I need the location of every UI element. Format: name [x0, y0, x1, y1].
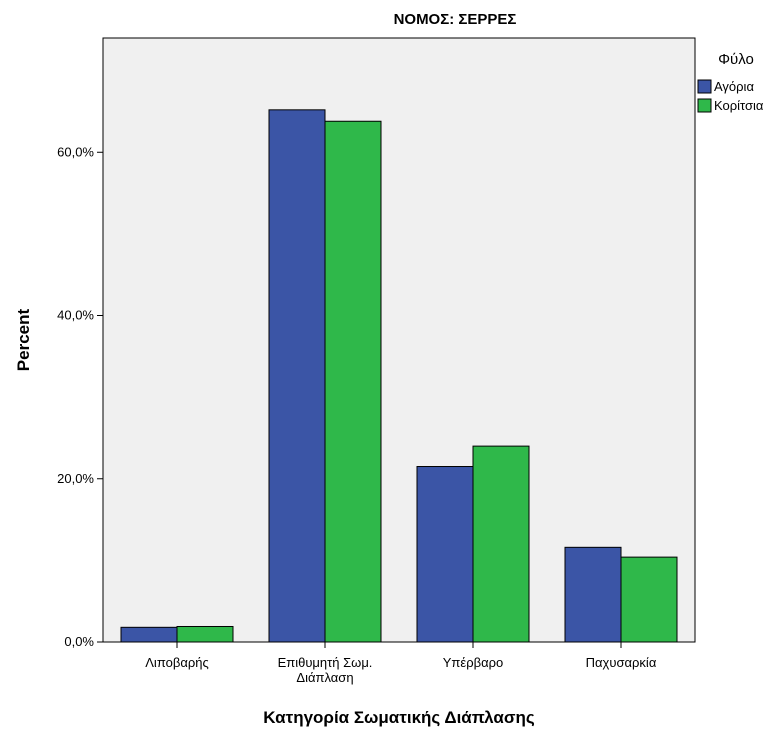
x-tick-label: Υπέρβαρο — [443, 655, 503, 670]
legend-title: Φύλο — [718, 51, 754, 68]
x-tick-label: Επιθυμητή Σωμ. Διάπλαση — [278, 655, 373, 685]
x-tick-label-line: Υπέρβαρο — [443, 655, 503, 670]
chart-title: ΝΟΜΟΣ: ΣΕΡΡΕΣ — [394, 11, 517, 28]
bar-series-1-4 — [565, 547, 621, 642]
bar-series-1-2 — [269, 110, 325, 642]
x-tick-label: Λιποβαρής — [145, 655, 208, 670]
x-tick-label: Παχυσαρκία — [586, 655, 657, 670]
x-tick-label-line: Διάπλαση — [296, 670, 353, 685]
x-tick-label-line: Λιποβαρής — [145, 655, 208, 670]
y-tick-label: 20,0% — [57, 471, 94, 486]
legend: Φύλο Αγόρια Κορίτσια — [698, 51, 764, 113]
x-axis-label: Κατηγορία Σωματικής Διάπλασης — [263, 708, 535, 727]
x-tick-label-line: Παχυσαρκία — [586, 655, 657, 670]
bar-series-2-4 — [621, 557, 677, 642]
y-tick-label: 40,0% — [57, 308, 94, 323]
x-tick-label-line: Επιθυμητή Σωμ. — [278, 655, 373, 670]
bar-series-2-2 — [325, 121, 381, 642]
legend-label-1: Αγόρια — [714, 79, 754, 94]
legend-swatch-2 — [698, 99, 711, 112]
bar-series-2-3 — [473, 446, 529, 642]
y-tick-label: 0,0% — [64, 634, 94, 649]
bar-series-1-1 — [121, 627, 177, 642]
bar-series-1-3 — [417, 467, 473, 642]
bar-series-2-1 — [177, 626, 233, 642]
y-tick-label: 60,0% — [57, 144, 94, 159]
y-axis-label: Percent — [14, 308, 33, 371]
legend-label-2: Κορίτσια — [714, 98, 764, 113]
legend-swatch-1 — [698, 80, 711, 93]
